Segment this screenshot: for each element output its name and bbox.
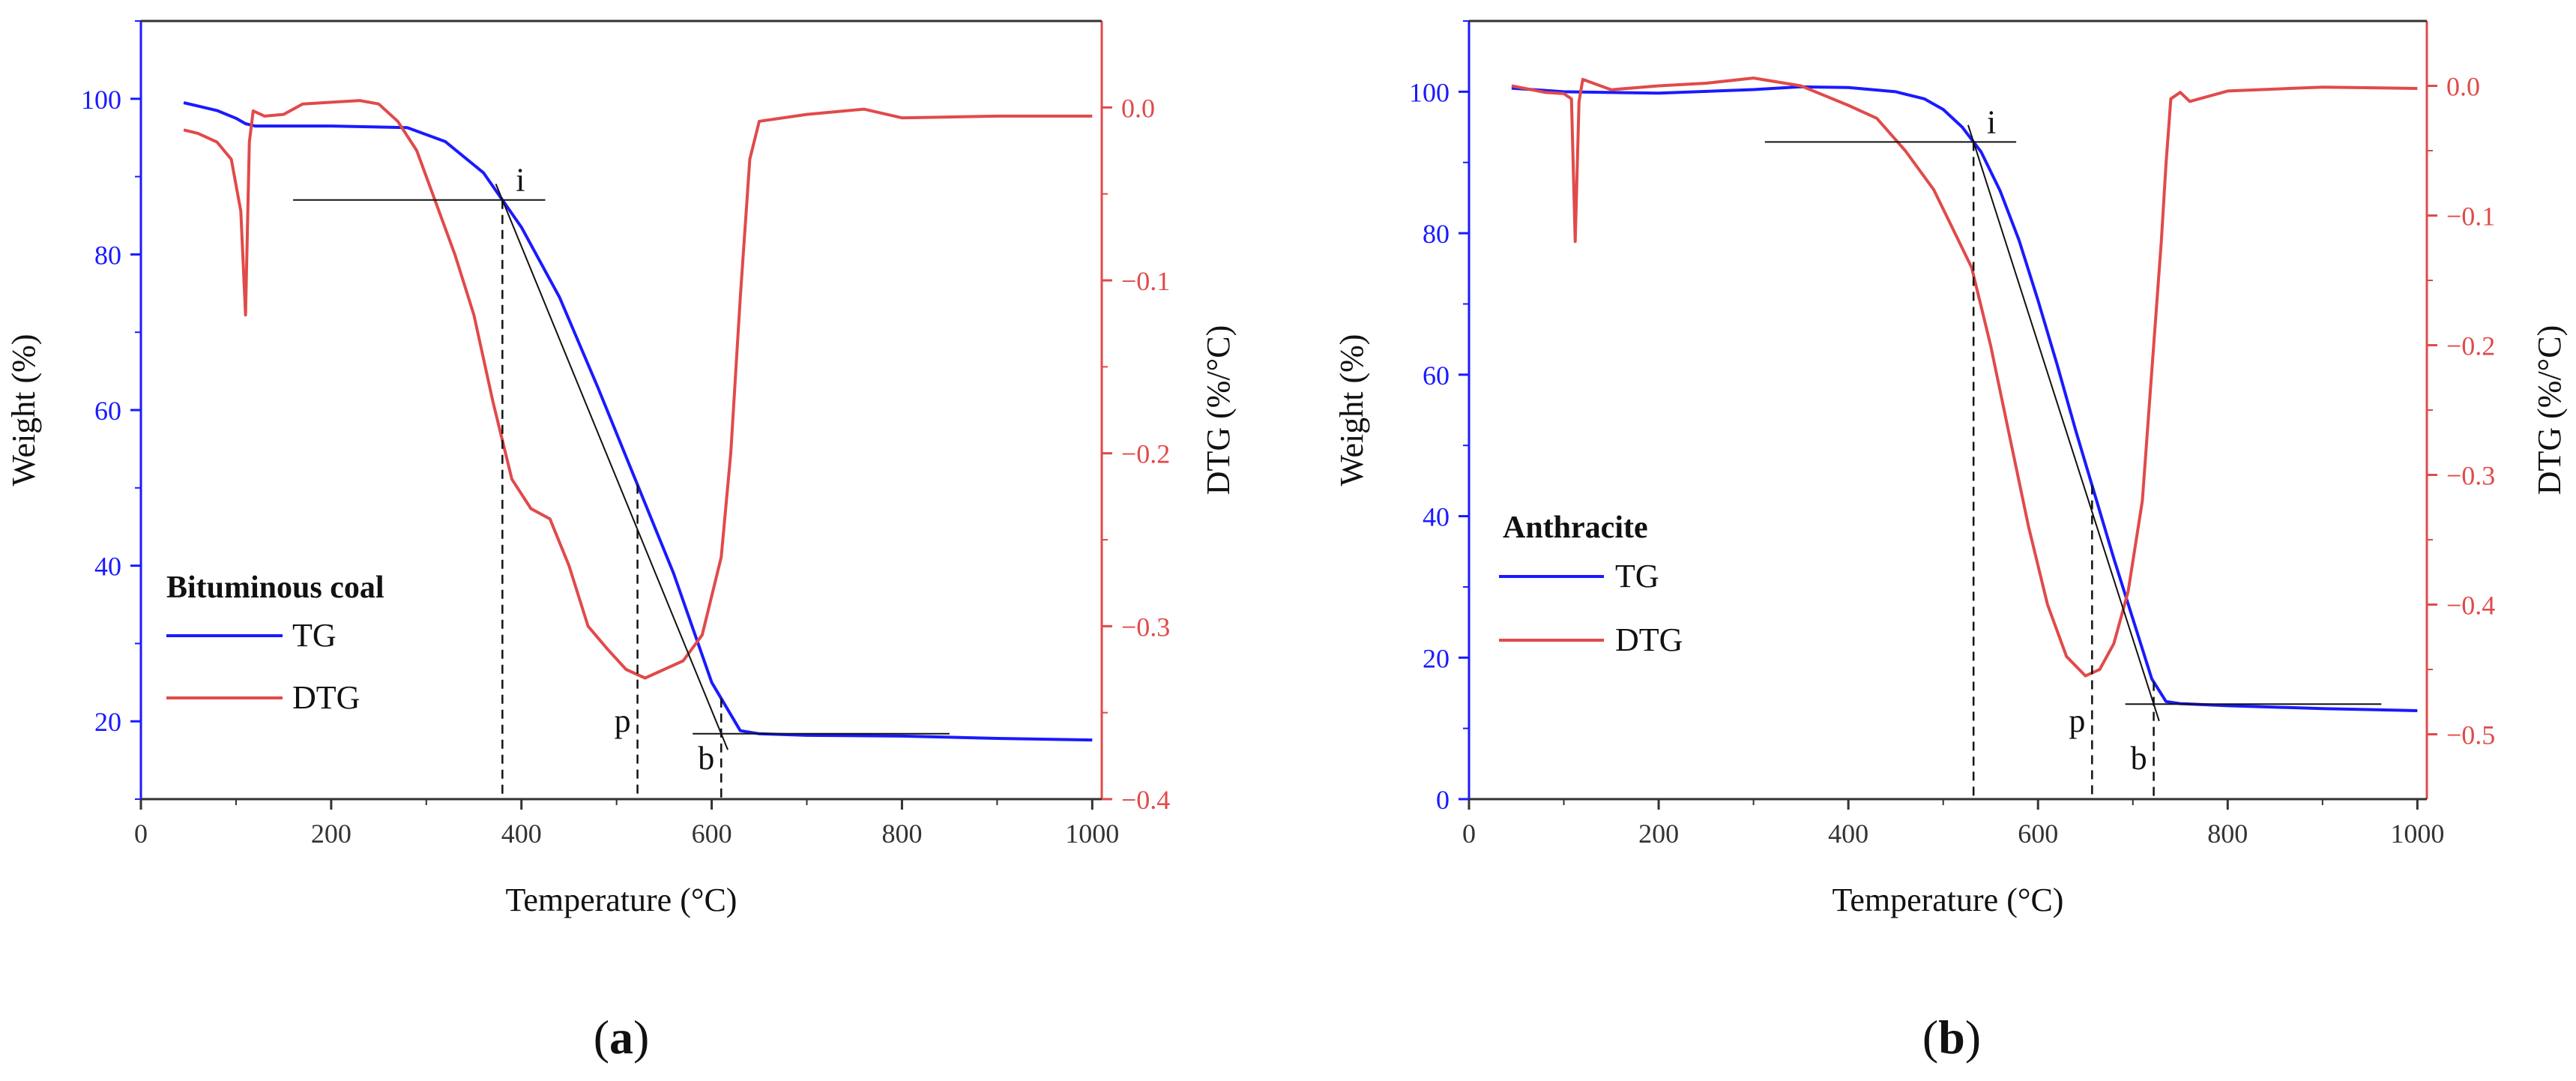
x-tick-label: 600 bbox=[692, 819, 732, 849]
x-tick-label: 800 bbox=[881, 819, 922, 849]
caption-letter: a bbox=[609, 1011, 633, 1064]
caption-open-paren: ( bbox=[594, 1011, 609, 1064]
marker-label-i: i bbox=[516, 162, 525, 199]
x-axis-label: Temperature (°C) bbox=[506, 882, 737, 918]
y-left-axis-label: Weight (%) bbox=[1333, 334, 1370, 487]
x-tick-label: 0 bbox=[134, 819, 148, 849]
caption-close-paren: ) bbox=[1965, 1011, 1981, 1064]
y-left-tick-label: 80 bbox=[1423, 219, 1450, 249]
y-right-tick-label: −0.2 bbox=[2446, 331, 2495, 361]
legend-label-tg: TG bbox=[292, 617, 337, 654]
x-tick-label: 200 bbox=[1638, 819, 1679, 849]
y-right-tick-label: −0.1 bbox=[2446, 202, 2495, 232]
y-left-tick-label: 40 bbox=[1423, 502, 1450, 532]
y-left-tick-label: 60 bbox=[1423, 361, 1450, 391]
caption-letter: b bbox=[1938, 1011, 1965, 1064]
series-title: Bituminous coal bbox=[166, 570, 384, 605]
caption-open-paren: ( bbox=[1922, 1011, 1938, 1064]
chart-panel-a: 0 200 400 600 800 1000 20 40 60 80 100 −0.4 −0.3 −0.2… bbox=[5, 21, 1237, 1064]
caption-close-paren: ) bbox=[633, 1011, 649, 1064]
y-left-tick-label: 80 bbox=[94, 240, 121, 270]
y-right-tick-label: −0.3 bbox=[1121, 612, 1170, 642]
x-tick-label: 800 bbox=[2207, 819, 2248, 849]
y-right-tick-label: −0.1 bbox=[1121, 266, 1170, 296]
y-right-tick-label: −0.2 bbox=[1121, 439, 1170, 469]
y-left-tick-label: 100 bbox=[1409, 77, 1450, 107]
y-left-tick-label: 100 bbox=[81, 85, 121, 115]
y-right-axis-label: DTG (%/°C) bbox=[1200, 325, 1237, 496]
x-tick-label: 0 bbox=[1462, 819, 1476, 849]
y-left-tick-label: 40 bbox=[94, 552, 121, 582]
series-line-tg bbox=[1512, 87, 2417, 711]
series-title: Anthracite bbox=[1503, 511, 1648, 545]
panel-caption: (b) bbox=[1922, 1011, 1981, 1064]
marker-label-p: p bbox=[2069, 702, 2085, 739]
y-left-tick-label: 60 bbox=[94, 396, 121, 426]
x-tick-label: 600 bbox=[2018, 819, 2058, 849]
chart-panel-b: 0 200 400 600 800 1000 0 20 40 60 80 100 −0.5 −0.4 −0.… bbox=[1333, 21, 2568, 1064]
x-tick-label: 400 bbox=[1828, 819, 1868, 849]
marker-label-b: b bbox=[2131, 740, 2147, 777]
x-tick-label: 1000 bbox=[2390, 819, 2444, 849]
marker-label-i: i bbox=[1987, 103, 1996, 140]
x-axis-label: Temperature (°C) bbox=[1833, 882, 2064, 918]
y-right-tick-label: −0.4 bbox=[1121, 785, 1170, 815]
legend-label-dtg: DTG bbox=[292, 679, 360, 716]
tangent-line bbox=[496, 184, 728, 750]
panel-caption: (a) bbox=[594, 1011, 650, 1064]
y-right-tick-label: 0.0 bbox=[2446, 72, 2480, 102]
y-left-tick-label: 20 bbox=[94, 707, 121, 737]
marker-label-b: b bbox=[698, 740, 714, 777]
y-left-tick-label: 20 bbox=[1423, 643, 1450, 673]
y-right-tick-label: −0.4 bbox=[2446, 591, 2495, 621]
legend-label-dtg: DTG bbox=[1615, 621, 1683, 658]
x-tick-label: 200 bbox=[311, 819, 352, 849]
x-tick-label: 1000 bbox=[1065, 819, 1119, 849]
x-tick-label: 400 bbox=[501, 819, 542, 849]
legend-label-tg: TG bbox=[1615, 558, 1659, 594]
y-right-tick-label: −0.3 bbox=[2446, 461, 2495, 491]
marker-label-p: p bbox=[615, 702, 631, 739]
y-left-tick-label: 0 bbox=[1436, 785, 1450, 815]
y-right-tick-label: 0.0 bbox=[1121, 93, 1155, 123]
tangent-line bbox=[1968, 125, 2159, 721]
y-right-axis-label: DTG (%/°C) bbox=[2531, 325, 2568, 496]
y-right-tick-label: −0.5 bbox=[2446, 720, 2495, 750]
y-left-axis-label: Weight (%) bbox=[5, 334, 42, 487]
